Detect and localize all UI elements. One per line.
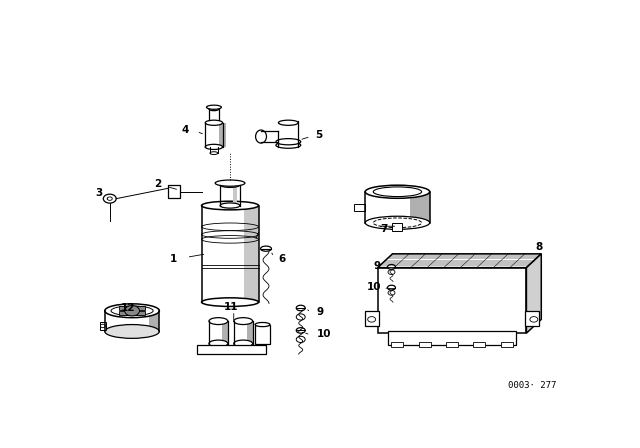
Ellipse shape bbox=[111, 306, 153, 315]
Polygon shape bbox=[378, 254, 541, 267]
Circle shape bbox=[125, 306, 140, 316]
Bar bbox=[119, 306, 127, 310]
Bar bbox=[119, 311, 127, 315]
Ellipse shape bbox=[202, 201, 259, 210]
Bar bbox=[255, 324, 270, 344]
Circle shape bbox=[388, 290, 395, 295]
Bar bbox=[150, 311, 159, 332]
Circle shape bbox=[103, 194, 116, 203]
Bar bbox=[378, 267, 526, 333]
Ellipse shape bbox=[220, 203, 240, 208]
Text: 6: 6 bbox=[278, 254, 285, 264]
Bar bbox=[388, 332, 516, 345]
Ellipse shape bbox=[205, 120, 223, 125]
Circle shape bbox=[388, 270, 395, 275]
Ellipse shape bbox=[278, 120, 298, 125]
Ellipse shape bbox=[255, 130, 266, 143]
Ellipse shape bbox=[260, 246, 271, 251]
Circle shape bbox=[530, 317, 538, 322]
Bar bbox=[474, 342, 485, 347]
Bar bbox=[222, 321, 228, 344]
Ellipse shape bbox=[388, 285, 396, 290]
Text: 5: 5 bbox=[316, 130, 323, 140]
Text: 9: 9 bbox=[317, 307, 324, 317]
Circle shape bbox=[296, 314, 305, 320]
Text: 0003· 277: 0003· 277 bbox=[508, 381, 556, 390]
Ellipse shape bbox=[105, 304, 159, 318]
Ellipse shape bbox=[365, 185, 429, 198]
Bar bbox=[100, 322, 106, 330]
Bar bbox=[244, 206, 259, 302]
Ellipse shape bbox=[105, 324, 159, 338]
Text: 4: 4 bbox=[182, 125, 189, 135]
Text: 11: 11 bbox=[224, 302, 239, 312]
Bar bbox=[419, 342, 431, 347]
Ellipse shape bbox=[209, 340, 228, 347]
Bar bbox=[392, 342, 403, 347]
Ellipse shape bbox=[210, 152, 218, 155]
Polygon shape bbox=[526, 254, 541, 333]
Ellipse shape bbox=[255, 323, 270, 327]
Circle shape bbox=[367, 317, 376, 322]
Circle shape bbox=[108, 197, 112, 200]
Ellipse shape bbox=[209, 318, 228, 324]
Bar bbox=[168, 185, 180, 198]
Ellipse shape bbox=[234, 340, 253, 347]
Text: 1: 1 bbox=[170, 254, 177, 264]
Bar bbox=[446, 342, 458, 347]
Bar bbox=[392, 223, 403, 232]
Ellipse shape bbox=[296, 305, 305, 311]
Ellipse shape bbox=[365, 216, 429, 229]
Ellipse shape bbox=[207, 105, 221, 109]
Circle shape bbox=[100, 324, 106, 327]
Ellipse shape bbox=[215, 180, 245, 186]
Text: 2: 2 bbox=[155, 179, 162, 189]
Ellipse shape bbox=[209, 107, 219, 111]
Bar bbox=[247, 321, 253, 344]
Bar bbox=[355, 204, 365, 211]
Bar bbox=[137, 306, 145, 310]
Bar bbox=[365, 311, 379, 326]
Bar bbox=[410, 192, 429, 223]
Ellipse shape bbox=[276, 142, 301, 148]
Bar bbox=[500, 342, 513, 347]
Text: 8: 8 bbox=[535, 242, 543, 252]
Text: 10: 10 bbox=[367, 282, 381, 292]
Bar bbox=[525, 311, 539, 326]
Ellipse shape bbox=[220, 182, 240, 187]
Bar bbox=[232, 185, 237, 206]
Bar bbox=[196, 345, 266, 354]
Ellipse shape bbox=[205, 144, 223, 150]
Text: 7: 7 bbox=[380, 224, 387, 234]
Circle shape bbox=[296, 336, 305, 342]
Text: 3: 3 bbox=[95, 189, 102, 198]
Ellipse shape bbox=[257, 131, 265, 142]
Ellipse shape bbox=[202, 298, 259, 306]
Bar bbox=[219, 123, 226, 147]
Ellipse shape bbox=[234, 318, 253, 324]
Text: 12: 12 bbox=[121, 303, 136, 313]
Text: 10: 10 bbox=[317, 329, 331, 339]
Bar bbox=[137, 311, 145, 315]
Ellipse shape bbox=[388, 264, 396, 269]
Text: 9: 9 bbox=[374, 261, 381, 271]
Ellipse shape bbox=[373, 187, 422, 197]
Ellipse shape bbox=[276, 138, 301, 145]
Ellipse shape bbox=[296, 327, 305, 333]
